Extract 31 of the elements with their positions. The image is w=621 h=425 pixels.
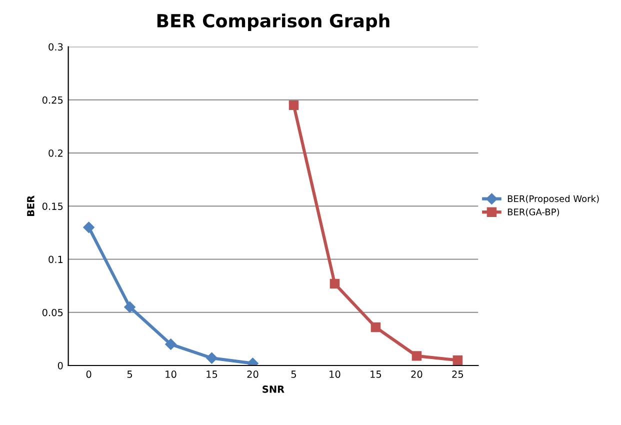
- point: [165, 338, 176, 350]
- y-tick-label: 0: [58, 362, 63, 370]
- legend-label: BER(Proposed Work): [508, 195, 599, 204]
- x-tick-label: 20: [247, 370, 258, 378]
- point: [124, 301, 136, 313]
- y-tick-label: 0.1: [48, 256, 63, 264]
- x-axis-title: SNR: [262, 386, 284, 393]
- y-tick-label: 0.3: [48, 43, 63, 51]
- point: [83, 222, 94, 233]
- point: [206, 352, 218, 364]
- y-axis-title: BER: [27, 196, 34, 216]
- x-tick-label: 5: [291, 370, 296, 378]
- point: [288, 100, 299, 110]
- legend-label: BER(GA-BP): [508, 208, 560, 216]
- y-tick-label: 0.05: [42, 308, 63, 316]
- point: [412, 351, 422, 361]
- x-tick-label: 15: [206, 370, 218, 378]
- point: [330, 278, 340, 289]
- x-tick-label: 5: [127, 370, 132, 378]
- x-tick-label: 0: [86, 370, 92, 378]
- x-tick-label: 20: [411, 370, 422, 378]
- point: [452, 355, 463, 366]
- y-tick-label: 0.15: [42, 202, 63, 210]
- x-tick-label: 10: [166, 370, 176, 378]
- x-tick-label: 10: [330, 370, 340, 378]
- x-tick-label: 25: [452, 370, 464, 378]
- chart-title: BER Comparison Graph: [157, 14, 390, 32]
- y-tick-label: 0.2: [48, 149, 62, 157]
- point: [370, 322, 381, 332]
- x-tick-label: 15: [370, 370, 382, 378]
- y-tick-label: 0.25: [42, 96, 63, 104]
